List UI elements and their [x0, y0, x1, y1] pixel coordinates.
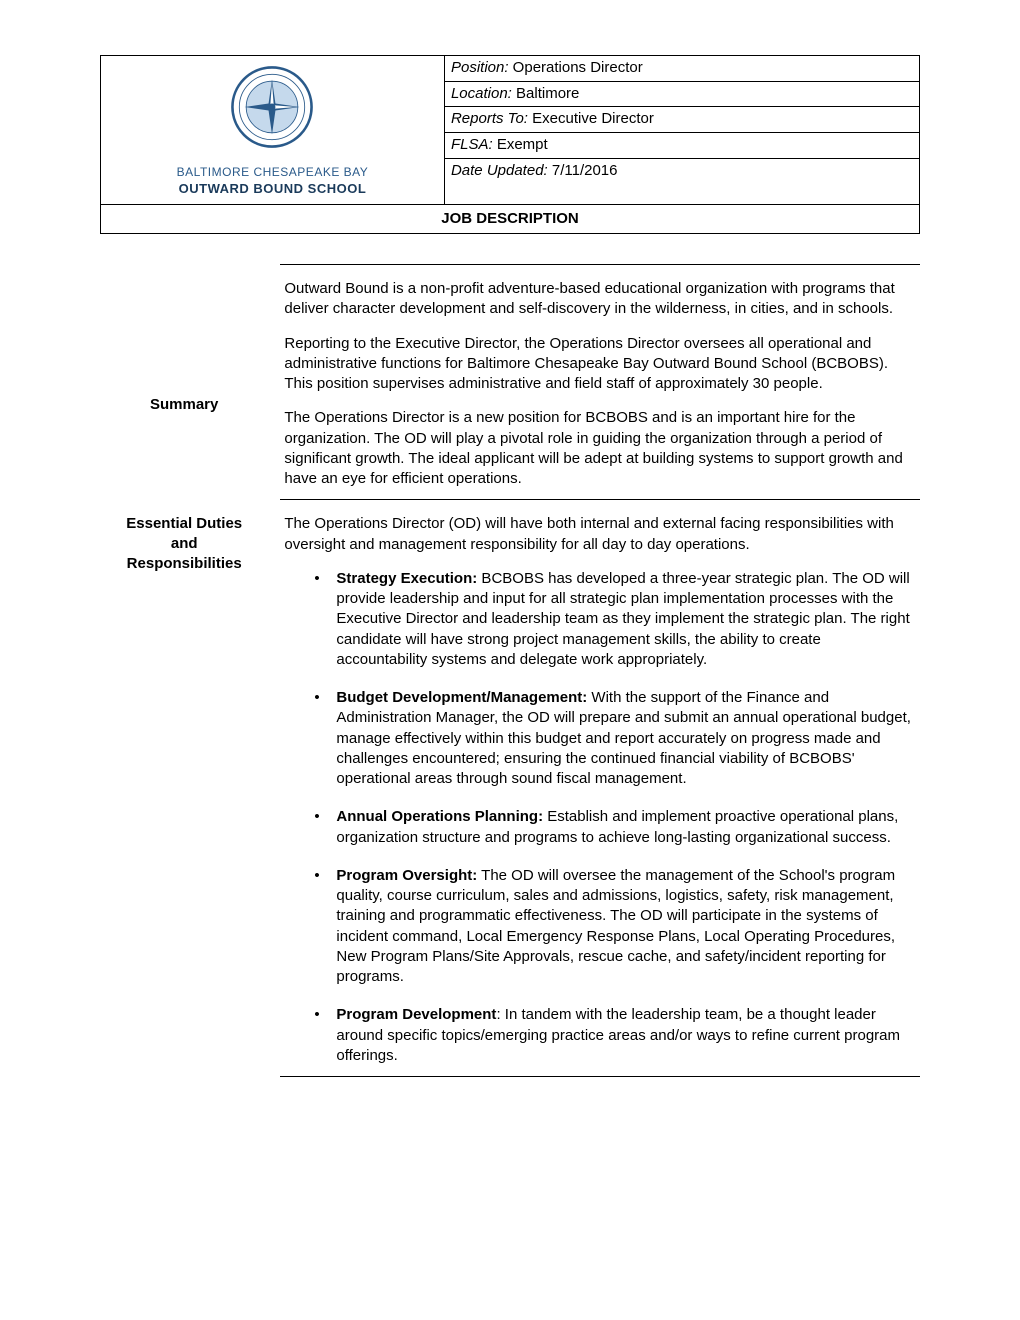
position-label: Position: [451, 59, 509, 76]
reports-row: Reports To: Executive Director [444, 107, 919, 133]
logo-cell: BALTIMORE CHESAPEAKE BAY OUTWARD BOUND S… [101, 56, 445, 205]
compass-seal-icon [229, 64, 315, 150]
duties-label: Essential Duties and Responsibilities [100, 500, 280, 1077]
list-item: Program Development: In tandem with the … [314, 1005, 914, 1066]
list-item: Budget Development/Management: With the … [314, 688, 914, 789]
position-value: Operations Director [509, 59, 643, 76]
duty-body: The OD will oversee the management of th… [336, 867, 895, 985]
logo-text-line2: OUTWARD BOUND SCHOOL [107, 180, 438, 198]
location-value: Baltimore [512, 85, 580, 102]
logo-text-line1: BALTIMORE CHESAPEAKE BAY [107, 164, 438, 180]
position-row: Position: Operations Director [444, 56, 919, 82]
duties-label-l3: Responsibilities [100, 554, 268, 574]
header-table: BALTIMORE CHESAPEAKE BAY OUTWARD BOUND S… [100, 55, 920, 234]
location-row: Location: Baltimore [444, 81, 919, 107]
summary-p3: The Operations Director is a new positio… [284, 408, 914, 489]
duty-title: Program Oversight: [336, 867, 477, 884]
flsa-label: FLSA: [451, 136, 493, 153]
list-item: Strategy Execution: BCBOBS has developed… [314, 569, 914, 670]
date-row: Date Updated: 7/11/2016 [444, 158, 919, 204]
summary-label: Summary [100, 265, 280, 500]
date-value: 7/11/2016 [548, 162, 618, 179]
duty-title: Annual Operations Planning: [336, 808, 543, 825]
duties-label-l2: and [100, 534, 268, 554]
job-description-heading: JOB DESCRIPTION [101, 204, 920, 233]
summary-p1: Outward Bound is a non-profit adventure-… [284, 279, 914, 320]
list-item: Annual Operations Planning: Establish an… [314, 807, 914, 848]
duties-intro: The Operations Director (OD) will have b… [284, 514, 914, 555]
date-label: Date Updated: [451, 162, 548, 179]
reports-label: Reports To: [451, 110, 528, 127]
duties-body: The Operations Director (OD) will have b… [280, 500, 920, 1077]
duty-title: Budget Development/Management: [336, 689, 587, 706]
duties-list: Strategy Execution: BCBOBS has developed… [284, 569, 914, 1066]
duty-title: Strategy Execution: [336, 570, 477, 587]
location-label: Location: [451, 85, 512, 102]
flsa-value: Exempt [493, 136, 548, 153]
summary-body: Outward Bound is a non-profit adventure-… [280, 265, 920, 500]
reports-value: Executive Director [528, 110, 654, 127]
duty-title: Program Development [336, 1006, 496, 1023]
summary-p2: Reporting to the Executive Director, the… [284, 334, 914, 395]
duties-label-l1: Essential Duties [100, 514, 268, 534]
content-table: Summary Outward Bound is a non-profit ad… [100, 264, 920, 1077]
list-item: Program Oversight: The OD will oversee t… [314, 866, 914, 988]
flsa-row: FLSA: Exempt [444, 133, 919, 159]
